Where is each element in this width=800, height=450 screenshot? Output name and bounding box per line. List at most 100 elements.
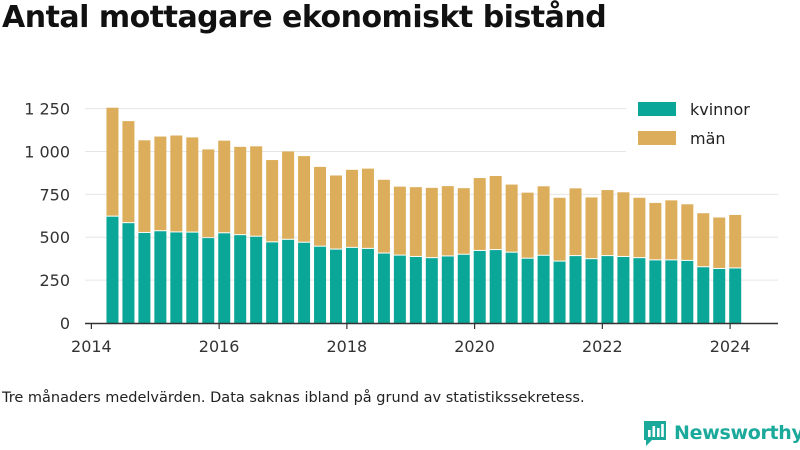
bar-kvinnor <box>585 259 598 323</box>
bar-man <box>569 188 582 256</box>
bar-man <box>202 149 215 238</box>
bar-man <box>282 151 295 239</box>
bar-man <box>330 175 343 249</box>
bar-man <box>138 140 151 232</box>
x-tick-label: 2022 <box>582 337 623 356</box>
bar-kvinnor <box>361 248 374 323</box>
bar-kvinnor <box>106 216 119 323</box>
x-tick-label: 2018 <box>327 337 368 356</box>
y-tick-label: 250 <box>39 271 70 290</box>
bar-kvinnor <box>713 268 726 323</box>
bar-kvinnor <box>537 255 550 323</box>
bar-man <box>713 217 726 268</box>
bar-kvinnor <box>601 256 614 323</box>
bar-man <box>250 146 263 236</box>
chart: 0 250 500 750 1 000 1 250 2014 2016 2018 2020 2022… <box>24 96 778 356</box>
legend-swatch <box>638 131 676 145</box>
bar-kvinnor <box>138 232 151 323</box>
bar-kvinnor <box>649 260 662 323</box>
bar-kvinnor <box>234 235 247 323</box>
y-tick-label: 0 <box>60 314 70 333</box>
bar-kvinnor <box>345 247 358 323</box>
bar-man <box>537 186 550 255</box>
bar-man <box>218 140 231 233</box>
bar-man <box>314 166 327 246</box>
bar-man <box>649 202 662 260</box>
bar-kvinnor <box>457 254 470 323</box>
legend-label: kvinnor <box>690 100 750 119</box>
bar-man <box>617 192 630 256</box>
bar-man <box>681 204 694 260</box>
bar-kvinnor <box>250 236 263 323</box>
bar-man <box>409 187 422 256</box>
y-tick-label: 1 000 <box>24 142 70 161</box>
bar-kvinnor <box>505 252 518 323</box>
y-tick-label: 500 <box>39 228 70 247</box>
newsworthy-logo-icon <box>644 421 666 446</box>
bars <box>106 107 742 323</box>
bar-man <box>729 214 742 268</box>
bar-kvinnor <box>569 256 582 323</box>
chart-title: Antal mottagare ekonomiskt bistånd <box>2 0 607 35</box>
bar-man <box>393 186 406 255</box>
bar-man <box>553 197 566 261</box>
bar-man <box>457 188 470 254</box>
bar-kvinnor <box>681 260 694 323</box>
bar-kvinnor <box>409 256 422 323</box>
bar-man <box>425 187 438 258</box>
bar-man <box>473 178 486 250</box>
bar-kvinnor <box>697 267 710 323</box>
x-tick-label: 2016 <box>199 337 240 356</box>
bar-man <box>170 135 183 232</box>
bar-man <box>106 107 119 216</box>
bar-kvinnor <box>170 232 183 323</box>
bar-kvinnor <box>473 250 486 323</box>
bar-man <box>234 146 247 235</box>
bar-kvinnor <box>186 232 199 323</box>
x-tick-label: 2024 <box>710 337 751 356</box>
bar-kvinnor <box>298 242 311 323</box>
legend-swatch <box>638 102 676 116</box>
bar-man <box>377 179 390 253</box>
bar-kvinnor <box>665 260 678 323</box>
bar-man <box>697 213 710 267</box>
bar-man <box>186 137 199 232</box>
bar-man <box>298 156 311 242</box>
legend: kvinnor män <box>626 96 778 154</box>
bar-man <box>122 121 135 223</box>
bar-kvinnor <box>393 255 406 323</box>
y-tick-label: 750 <box>39 185 70 204</box>
bar-kvinnor <box>314 246 327 323</box>
bar-kvinnor <box>202 238 215 323</box>
bar-man <box>489 175 502 250</box>
bar-man <box>633 197 646 258</box>
bar-man <box>585 197 598 259</box>
bar-kvinnor <box>553 261 566 323</box>
bar-kvinnor <box>521 258 534 323</box>
brand-logo: Newsworthy <box>642 416 800 450</box>
bar-kvinnor <box>377 253 390 323</box>
bar-kvinnor <box>122 223 135 323</box>
bar-kvinnor <box>441 256 454 323</box>
x-tick-label: 2014 <box>71 337 112 356</box>
bar-kvinnor <box>729 268 742 323</box>
bar-kvinnor <box>489 250 502 323</box>
bar-kvinnor <box>425 258 438 323</box>
bar-kvinnor <box>617 256 630 323</box>
x-tick-label: 2020 <box>454 337 495 356</box>
footnote: Tre månaders medelvärden. Data saknas ib… <box>2 390 585 406</box>
y-tick-label: 1 250 <box>24 100 70 119</box>
brand-name: Newsworthy <box>674 422 800 444</box>
bar-kvinnor <box>266 242 279 323</box>
bar-man <box>521 192 534 258</box>
bar-man <box>601 190 614 256</box>
bar-man <box>266 160 279 242</box>
bar-man <box>361 168 374 248</box>
axes: 0 250 500 750 1 000 1 250 2014 2016 2018 2020 2022… <box>24 100 778 356</box>
bar-kvinnor <box>282 239 295 323</box>
bar-man <box>441 186 454 256</box>
bar-man <box>665 200 678 260</box>
bar-man <box>345 169 358 247</box>
bar-man <box>154 136 167 231</box>
bar-man <box>505 184 518 252</box>
